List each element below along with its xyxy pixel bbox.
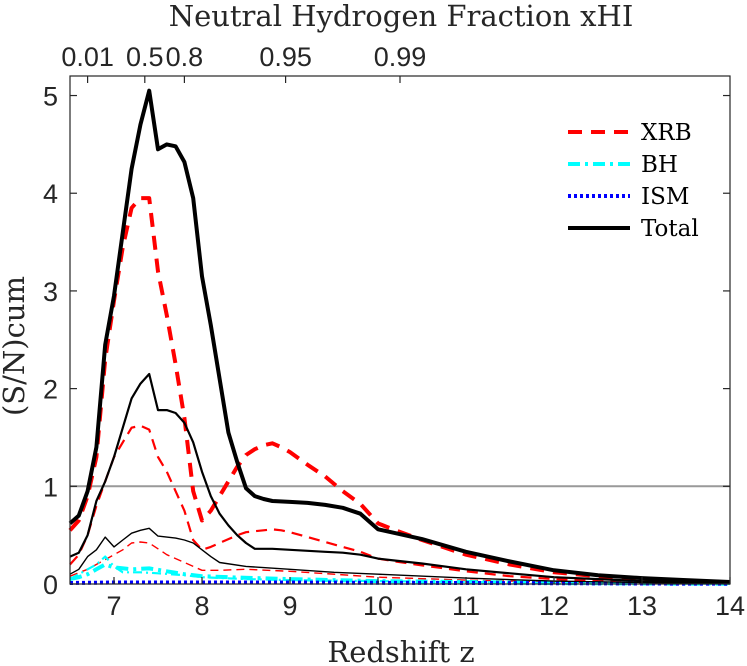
series-layer bbox=[68, 88, 731, 586]
y-tick-label: 3 bbox=[43, 277, 58, 307]
x-tick-label: 10 bbox=[363, 591, 393, 621]
top-axis-label-text: Neutral Hydrogen Fraction xHI bbox=[169, 0, 634, 33]
legend-label-ism: ISM bbox=[641, 184, 689, 210]
y-tick-label: 5 bbox=[43, 82, 58, 112]
series-line-total-faint bbox=[69, 527, 731, 585]
series-line-total-thin bbox=[69, 372, 731, 585]
top-tick-label: 0.5 bbox=[126, 42, 164, 72]
plot-background bbox=[70, 76, 730, 584]
top-tick-label: 0.99 bbox=[374, 42, 427, 72]
plot-area bbox=[70, 76, 730, 584]
x-axis-label-text: Redshift z bbox=[327, 635, 474, 666]
legend: XRB BH ISM Total bbox=[568, 120, 699, 242]
x-tick-label: 13 bbox=[627, 591, 657, 621]
x-tick-label: 9 bbox=[282, 591, 297, 621]
y-tick-label: 1 bbox=[43, 472, 58, 502]
top-tick-label: 0.8 bbox=[166, 42, 204, 72]
y-axis-label: (S/N)cum bbox=[0, 276, 31, 416]
x-tick-label: 8 bbox=[194, 591, 209, 621]
series-line-xrb-faint bbox=[69, 541, 731, 585]
top-axis-label: Neutral Hydrogen Fraction xHI bbox=[169, 0, 634, 33]
series-line-xrb-thin bbox=[69, 424, 731, 585]
legend-label-total: Total bbox=[641, 216, 699, 242]
y-tick-label: 0 bbox=[43, 570, 58, 600]
top-tick-label: 0.01 bbox=[61, 42, 114, 72]
y-tick-label: 4 bbox=[43, 179, 58, 209]
series-line-total-thick bbox=[68, 88, 731, 584]
x-tick-label: 12 bbox=[539, 591, 569, 621]
x-tick-label: 14 bbox=[715, 591, 745, 621]
x-tick-label: 7 bbox=[106, 591, 121, 621]
x-axis-label: Redshift z bbox=[327, 635, 474, 666]
y-tick-label: 2 bbox=[43, 375, 58, 405]
y-axis-label-text: (S/N)cum bbox=[0, 276, 31, 416]
legend-label-bh: BH bbox=[641, 152, 678, 178]
top-tick-label: 0.95 bbox=[259, 42, 312, 72]
legend-label-xrb: XRB bbox=[641, 120, 692, 146]
x-tick-label: 11 bbox=[452, 591, 480, 621]
